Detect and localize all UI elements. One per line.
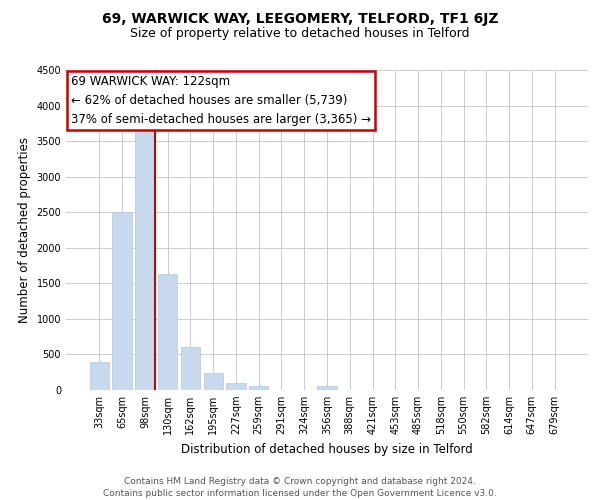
Bar — [158, 274, 178, 390]
Bar — [90, 362, 109, 390]
Bar — [203, 372, 223, 390]
Bar — [135, 126, 155, 390]
Text: 69, WARWICK WAY, LEEGOMERY, TELFORD, TF1 6JZ: 69, WARWICK WAY, LEEGOMERY, TELFORD, TF1… — [102, 12, 498, 26]
Bar — [249, 386, 268, 390]
Bar — [181, 348, 200, 390]
Bar — [317, 386, 337, 390]
X-axis label: Distribution of detached houses by size in Telford: Distribution of detached houses by size … — [181, 442, 473, 456]
Bar — [112, 212, 132, 390]
Text: Size of property relative to detached houses in Telford: Size of property relative to detached ho… — [130, 28, 470, 40]
Text: 69 WARWICK WAY: 122sqm
← 62% of detached houses are smaller (5,739)
37% of semi-: 69 WARWICK WAY: 122sqm ← 62% of detached… — [71, 75, 371, 126]
Y-axis label: Number of detached properties: Number of detached properties — [18, 137, 31, 323]
Bar — [226, 382, 245, 390]
Text: Contains HM Land Registry data © Crown copyright and database right 2024.
Contai: Contains HM Land Registry data © Crown c… — [103, 476, 497, 498]
